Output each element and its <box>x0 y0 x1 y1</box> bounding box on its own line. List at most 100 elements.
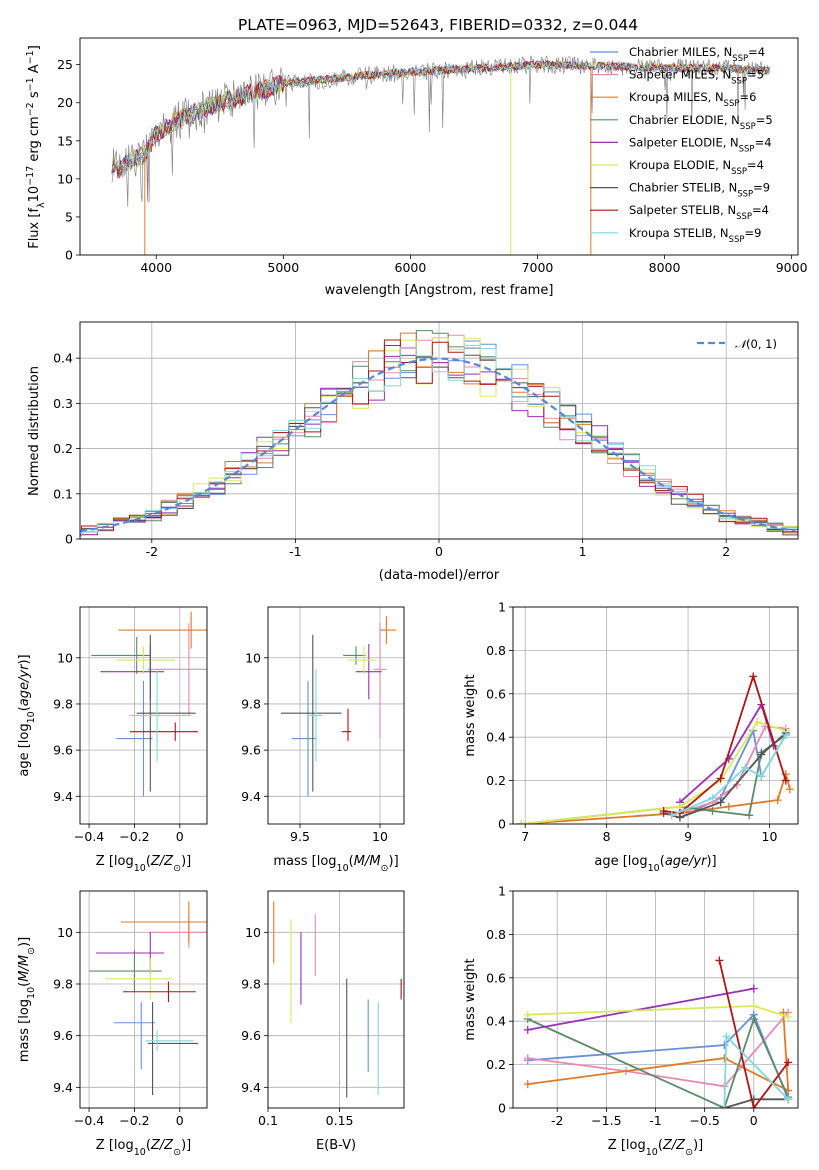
y-tick-label: 9.8 <box>241 977 261 992</box>
mass_vs_Z-xlabel: Z [log10(Z/Z⊙)] <box>96 1138 191 1158</box>
model-spectrum-kroupa-stelib <box>111 59 770 177</box>
x-tick-label: 6000 <box>395 260 427 275</box>
marker <box>784 1095 793 1104</box>
errorbar-kroupa-stelib <box>145 1030 194 1052</box>
mass_vs_Z-ylabel: mass [log10(M/M⊙)] <box>17 937 37 1062</box>
y-tick-label: 9.4 <box>241 789 261 804</box>
x-tick-label: 8 <box>603 829 611 844</box>
legend-label: Salpeter ELODIE, NSSP=4 <box>629 135 772 154</box>
errorbar-kroupa-elodie <box>116 646 176 674</box>
marker <box>753 718 762 727</box>
y-tick-label: 9.6 <box>53 1028 73 1043</box>
age_vs_Z-errorbars <box>91 611 207 797</box>
mass_vs_Z-errorbars <box>89 901 207 1096</box>
legend-label: Kroupa ELODIE, NSSP=4 <box>629 158 764 177</box>
y-tick-label: 0.6 <box>486 686 506 701</box>
x-tick-label: −0.2 <box>119 829 149 844</box>
x-tick-label: 5000 <box>267 260 299 275</box>
massweight_vs_Z-frame <box>512 890 799 1109</box>
errorbar-salpeter-stelib <box>129 722 198 741</box>
x-tick-label: -1 <box>289 544 301 559</box>
legend-label: Chabrier MILES, NSSP=4 <box>629 45 765 64</box>
y-tick-label: 9.6 <box>241 1028 261 1043</box>
massweight_vs_Z-xlabel: Z [log10(Z/Z⊙)] <box>608 1138 703 1158</box>
marker <box>523 1054 532 1063</box>
marker <box>523 1080 532 1089</box>
errorbar-kroupa-miles <box>120 901 207 943</box>
y-tick-label: 0.3 <box>53 396 73 411</box>
legend-label: Chabrier STELIB, NSSP=9 <box>629 181 770 200</box>
x-tick-label: −0.4 <box>74 829 104 844</box>
errorbar-salpeter-stelib <box>341 708 352 741</box>
marker <box>716 774 725 783</box>
y-tick-label: 9.4 <box>53 1080 73 1095</box>
y-tick-label: 9.6 <box>53 743 73 758</box>
marker <box>781 731 790 740</box>
errorbar-kroupa-miles <box>380 616 396 644</box>
y-tick-label: 10 <box>245 650 261 665</box>
y-tick-label: 10 <box>57 171 73 186</box>
y-tick-label: 9.8 <box>53 977 73 992</box>
errorbar-salpeter-elodie <box>356 643 382 700</box>
mass_vs_ebv-errorbars <box>273 901 402 1098</box>
marker <box>708 806 717 815</box>
massweight_vs_Z-ylabel: mass weight <box>463 958 478 1040</box>
marker <box>749 672 758 681</box>
massweight_vs_age-axes: 7 8 9 10 0 0.2 0.4 0.6 0.8 1 <box>486 600 798 844</box>
errorbar-salpeter-stelib <box>123 981 196 1003</box>
spectrum-ylabel: Flux [fλ10−17 erg cm−2 s−1 A−1] <box>25 45 47 249</box>
errorbar-kroupa-stelib <box>309 669 323 762</box>
x-tick-label: 7 <box>521 829 529 844</box>
marker <box>757 772 766 781</box>
legend-label: Kroupa STELIB, NSSP=9 <box>629 226 761 245</box>
massweight_vs_age-frame <box>512 606 799 825</box>
marker <box>720 1054 729 1063</box>
y-tick-label: 0.1 <box>53 486 73 501</box>
errorbar-chabrier-stelib <box>280 634 342 792</box>
marker <box>722 1032 731 1041</box>
y-tick-label: 0.2 <box>486 1057 506 1072</box>
massweight_vs_age-ylabel: mass weight <box>463 674 478 756</box>
y-tick-label: 9.8 <box>241 696 261 711</box>
marker <box>749 1104 758 1108</box>
y-tick-label: 10 <box>57 650 73 665</box>
residuals-legend: 𝒩(0, 1) <box>697 337 777 351</box>
series-kroupa-stelib <box>667 731 790 820</box>
y-tick-label: 9.4 <box>241 1080 261 1095</box>
x-tick-label: −0.4 <box>74 1113 104 1128</box>
y-tick-label: 15 <box>57 133 73 148</box>
age_vs_Z-frame <box>79 606 208 825</box>
x-tick-label: 4000 <box>140 260 172 275</box>
errorbar-kroupa-elodie <box>104 958 173 1000</box>
errorbar-salpeter-miles <box>373 623 387 739</box>
x-tick-label: −0.5 <box>689 1113 719 1128</box>
y-tick-label: 10 <box>245 925 261 940</box>
errorbar-chabrier-stelib <box>148 1002 198 1096</box>
spectrum-legend: Chabrier MILES, NSSP=4 Salpeter MILES, NS… <box>590 45 773 245</box>
marker <box>716 798 725 807</box>
y-tick-label: 0 <box>498 1101 506 1116</box>
marker <box>517 820 526 824</box>
series-salpeter-stelib <box>659 672 790 818</box>
x-tick-label: 0.1 <box>258 1113 278 1128</box>
series-kroupa-elodie <box>523 1002 793 1021</box>
errorbar-kroupa-stelib <box>129 669 192 762</box>
x-tick-label: 8000 <box>649 260 681 275</box>
errorbar-salpeter-miles <box>148 623 207 716</box>
x-tick-label: 2 <box>722 544 730 559</box>
x-tick-label: 9000 <box>776 260 808 275</box>
age_vs_mass-xlabel: mass [log10(M/M⊙)] <box>273 854 398 874</box>
y-tick-label: 0.8 <box>486 643 506 658</box>
y-tick-label: 1 <box>498 600 506 615</box>
y-tick-label: 0.2 <box>486 773 506 788</box>
y-tick-label: 0.6 <box>486 970 506 985</box>
residuals-ylabel: Normed distribution <box>27 366 42 496</box>
y-tick-label: 0 <box>498 817 506 832</box>
y-tick-label: 0.4 <box>486 1014 506 1029</box>
y-tick-label: 9.8 <box>53 696 73 711</box>
y-tick-label: 20 <box>57 95 73 110</box>
hist-kroupa-stelib <box>80 344 798 537</box>
normal-curve <box>80 357 796 533</box>
legend-label: Kroupa MILES, NSSP=6 <box>629 90 756 109</box>
residuals-xlabel: (data-model)/error <box>379 568 500 583</box>
